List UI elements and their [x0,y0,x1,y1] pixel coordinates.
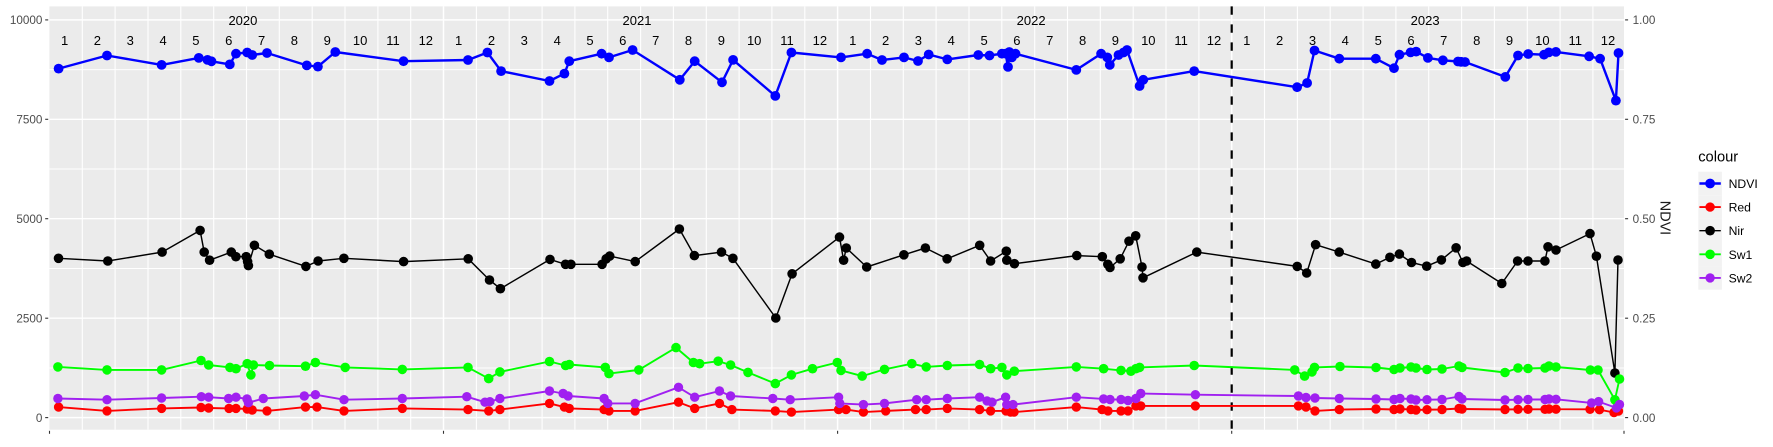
svg-text:4: 4 [1342,33,1349,48]
svg-text:2: 2 [882,33,889,48]
svg-text:3: 3 [127,33,134,48]
svg-text:6: 6 [1407,33,1414,48]
svg-text:10000: 10000 [10,14,43,27]
svg-text:Nir: Nir [1729,224,1745,238]
svg-text:9: 9 [324,33,331,48]
svg-text:1: 1 [61,33,68,48]
svg-text:8: 8 [1473,33,1480,48]
svg-text:9: 9 [718,33,725,48]
svg-text:11: 11 [780,33,794,48]
svg-text:12: 12 [419,33,433,48]
svg-text:3: 3 [521,33,528,48]
svg-text:7: 7 [258,33,265,48]
svg-text:NDVI: NDVI [1657,201,1673,235]
svg-text:0.75: 0.75 [1633,114,1656,127]
svg-text:5: 5 [586,33,593,48]
svg-text:4: 4 [554,33,561,48]
svg-text:colour: colour [1698,150,1738,166]
svg-text:1: 1 [455,33,462,48]
svg-text:5000: 5000 [16,213,43,226]
svg-text:5: 5 [980,33,987,48]
svg-text:9: 9 [1506,33,1513,48]
svg-text:5: 5 [192,33,199,48]
svg-text:4: 4 [159,33,166,48]
svg-text:4: 4 [948,33,955,48]
svg-text:8: 8 [291,33,298,48]
svg-text:2023: 2023 [1411,13,1440,28]
svg-text:0.50: 0.50 [1633,213,1656,226]
svg-text:11: 11 [1568,33,1582,48]
svg-text:7500: 7500 [16,114,43,127]
svg-text:0: 0 [36,412,43,425]
svg-text:10: 10 [353,33,367,48]
svg-text:2: 2 [1276,33,1283,48]
svg-text:10: 10 [1141,33,1155,48]
svg-text:10: 10 [1535,33,1549,48]
svg-text:6: 6 [1013,33,1020,48]
svg-text:7: 7 [1440,33,1447,48]
svg-text:1: 1 [1243,33,1250,48]
svg-text:11: 11 [1174,33,1188,48]
svg-text:Sw2: Sw2 [1729,271,1753,285]
svg-text:1: 1 [849,33,856,48]
svg-text:10: 10 [747,33,761,48]
svg-text:2: 2 [94,33,101,48]
svg-text:7: 7 [652,33,659,48]
svg-text:1.00: 1.00 [1633,14,1656,27]
svg-text:0.25: 0.25 [1633,313,1656,326]
svg-text:11: 11 [386,33,400,48]
svg-text:Sw1: Sw1 [1729,248,1753,262]
svg-text:12: 12 [1207,33,1221,48]
svg-text:2022: 2022 [1017,13,1046,28]
svg-text:6: 6 [225,33,232,48]
svg-text:5: 5 [1375,33,1382,48]
svg-text:2: 2 [488,33,495,48]
svg-text:NDVI: NDVI [1729,177,1758,191]
svg-text:9: 9 [1112,33,1119,48]
svg-text:8: 8 [685,33,692,48]
svg-text:12: 12 [813,33,827,48]
svg-text:2020: 2020 [228,13,257,28]
svg-text:3: 3 [915,33,922,48]
svg-text:3: 3 [1309,33,1316,48]
svg-text:2500: 2500 [16,313,43,326]
svg-text:8: 8 [1079,33,1086,48]
svg-text:12: 12 [1601,33,1615,48]
svg-text:Red: Red [1729,201,1751,215]
svg-text:2021: 2021 [623,13,652,28]
svg-text:0.00: 0.00 [1633,412,1656,425]
svg-text:7: 7 [1046,33,1053,48]
svg-text:6: 6 [619,33,626,48]
